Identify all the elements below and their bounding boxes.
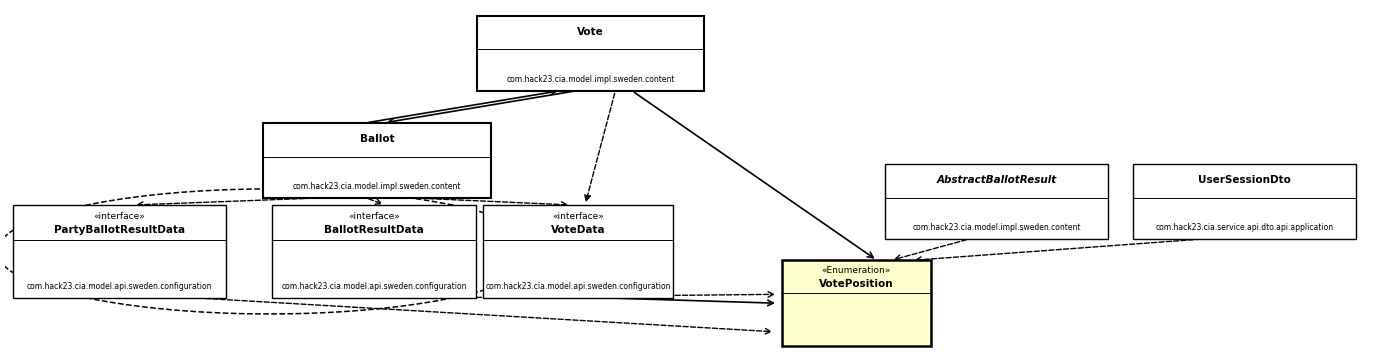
Text: AbstractBallotResult: AbstractBallotResult <box>937 175 1057 185</box>
Text: VotePosition: VotePosition <box>819 279 894 288</box>
Text: VoteData: VoteData <box>551 225 605 235</box>
Text: com.hack23.cia.model.api.sweden.configuration: com.hack23.cia.model.api.sweden.configur… <box>486 282 671 291</box>
Text: BallotResultData: BallotResultData <box>324 225 424 235</box>
FancyBboxPatch shape <box>886 164 1109 239</box>
Text: com.hack23.cia.service.api.dto.api.application: com.hack23.cia.service.api.dto.api.appli… <box>1156 223 1334 232</box>
Text: UserSessionDto: UserSessionDto <box>1199 175 1291 185</box>
FancyBboxPatch shape <box>273 205 476 298</box>
FancyBboxPatch shape <box>483 205 673 298</box>
FancyBboxPatch shape <box>263 123 491 198</box>
Text: «Enumeration»: «Enumeration» <box>822 266 891 275</box>
Text: com.hack23.cia.model.api.sweden.configuration: com.hack23.cia.model.api.sweden.configur… <box>26 282 212 291</box>
Text: «interface»: «interface» <box>552 212 603 221</box>
Text: com.hack23.cia.model.impl.sweden.content: com.hack23.cia.model.impl.sweden.content <box>912 223 1081 232</box>
Text: com.hack23.cia.model.impl.sweden.content: com.hack23.cia.model.impl.sweden.content <box>293 182 461 191</box>
Text: PartyBallotResultData: PartyBallotResultData <box>54 225 185 235</box>
Text: Ballot: Ballot <box>360 134 394 144</box>
FancyBboxPatch shape <box>782 260 931 346</box>
Text: com.hack23.cia.model.api.sweden.configuration: com.hack23.cia.model.api.sweden.configur… <box>281 282 466 291</box>
Text: Vote: Vote <box>577 27 603 37</box>
Text: com.hack23.cia.model.impl.sweden.content: com.hack23.cia.model.impl.sweden.content <box>507 75 675 84</box>
Text: «interface»: «interface» <box>94 212 145 221</box>
FancyBboxPatch shape <box>477 16 704 91</box>
FancyBboxPatch shape <box>12 205 226 298</box>
FancyBboxPatch shape <box>1133 164 1356 239</box>
Text: «interface»: «interface» <box>349 212 400 221</box>
